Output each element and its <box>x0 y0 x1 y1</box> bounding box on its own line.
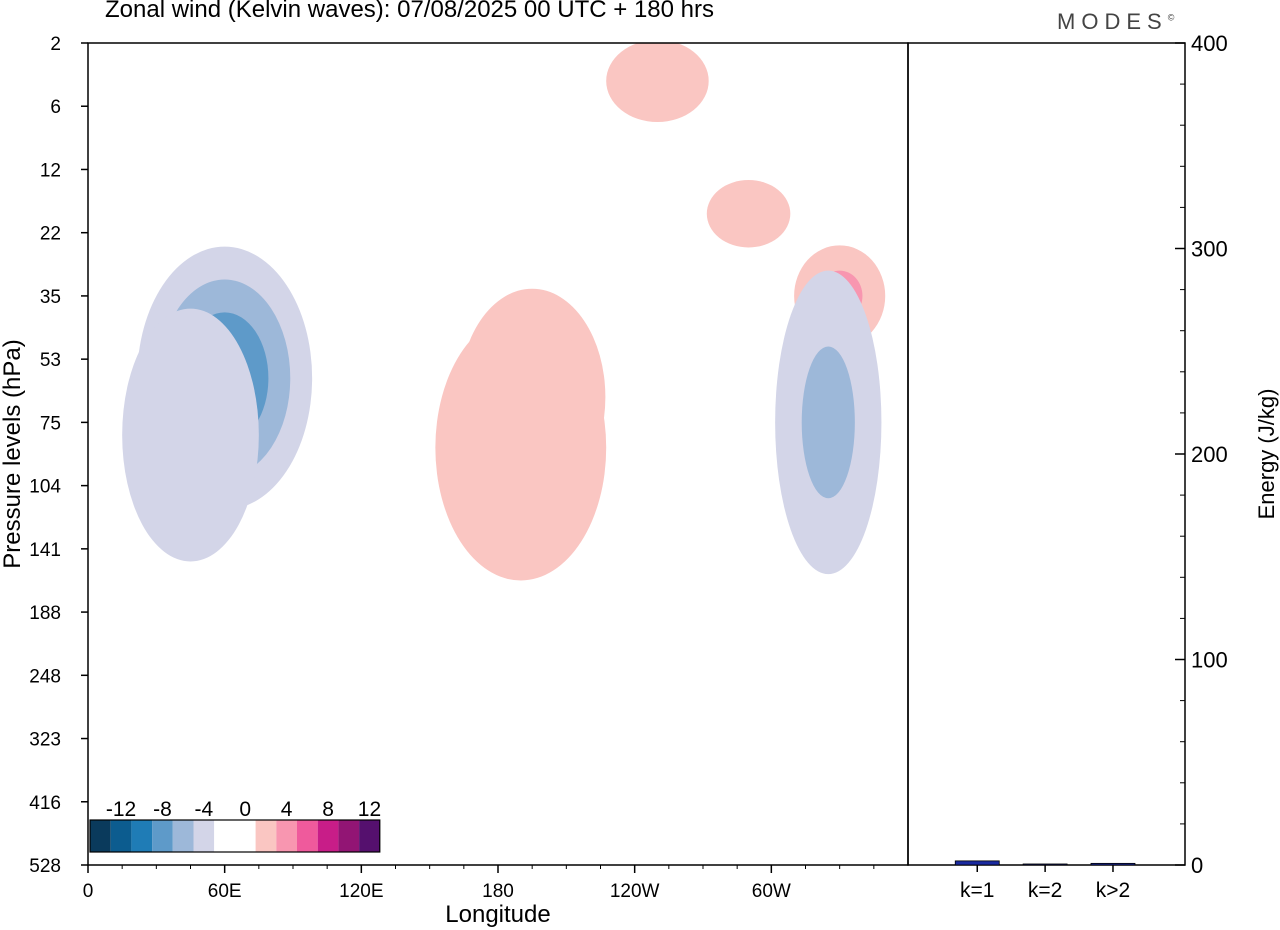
y-tick-label: 53 <box>40 350 61 371</box>
energy-axis-label: Energy (J/kg) <box>1254 389 1279 520</box>
energy-bar-k=1 <box>954 860 1000 866</box>
colorbar-swatch <box>131 820 153 852</box>
x-tick-label: 0 <box>83 881 94 902</box>
y-tick-label: 12 <box>40 160 61 181</box>
colorbar-swatch <box>193 820 215 852</box>
y-tick-label: 104 <box>29 477 61 498</box>
x-axis-label: Longitude <box>445 901 550 928</box>
colorbar: -12 -8 -4 0 4 8 12 <box>89 798 381 853</box>
colorbar-label: -8 <box>153 798 172 821</box>
colorbar-label-bg <box>89 798 381 820</box>
colorbar-swatch <box>359 820 380 852</box>
colorbar-swatch <box>234 820 256 852</box>
contour-6-level-4 <box>801 346 855 499</box>
colorbar-label: 0 <box>239 798 251 821</box>
energy-bars: k=1 k=2 k>2 <box>954 860 1136 902</box>
colorbar-swatch <box>255 820 277 852</box>
colorbar-swatch <box>90 820 111 852</box>
x-tick-label: 120E <box>339 881 383 902</box>
y-axis-label: Pressure levels (hPa) <box>0 339 26 568</box>
colorbar-label: 12 <box>358 798 381 821</box>
chart-title: Zonal wind (Kelvin waves): 07/08/2025 00… <box>105 0 714 23</box>
colorbar-label: 4 <box>281 798 293 821</box>
colorbar-label: -12 <box>106 798 136 821</box>
colorbar-swatch <box>172 820 194 852</box>
colorbar-frame <box>89 819 381 853</box>
logo-mark: © <box>1167 12 1181 23</box>
contour-4-level-2 <box>435 314 607 581</box>
energy-tick-label: 300 <box>1191 237 1228 262</box>
y-tick-label: 248 <box>29 666 61 687</box>
logo-text: MODES <box>1057 9 1168 34</box>
y-tick-label: 22 <box>40 224 61 245</box>
energy-bar-k=2 <box>1022 863 1068 866</box>
contour-2-level-2 <box>122 308 259 562</box>
x-tick-label: 120W <box>610 881 660 902</box>
energy-tick-label: 100 <box>1191 648 1228 673</box>
energy-bar-label: k>2 <box>1096 879 1130 902</box>
colorbar-swatch <box>110 820 132 852</box>
x-tick-label: 60W <box>752 881 791 902</box>
colorbar-label: 8 <box>322 798 334 821</box>
energy-bar-label: k=2 <box>1028 879 1062 902</box>
energy-plot-frame <box>907 42 1186 866</box>
energy-axis: 0 100 200 300 400 <box>1175 31 1228 878</box>
colorbar-swatch <box>317 820 339 852</box>
y-tick-label: 35 <box>40 287 61 308</box>
contour-7-level-2 <box>706 180 791 248</box>
y-tick-label: 6 <box>50 97 61 118</box>
energy-bar-label: k=1 <box>960 879 994 902</box>
y-tick-label: 141 <box>29 540 61 561</box>
contour-layer <box>122 43 886 581</box>
energy-bar-k>2 <box>1090 862 1136 866</box>
y-tick-label: 416 <box>29 793 61 814</box>
colorbar-swatch <box>276 820 297 852</box>
colorbar-swatch <box>338 820 360 852</box>
colorbar-label: -4 <box>195 798 214 821</box>
energy-tick-label: 400 <box>1191 31 1228 56</box>
energy-tick-label: 200 <box>1191 442 1228 467</box>
y-tick-label: 188 <box>29 603 61 624</box>
x-tick-label: 60E <box>208 881 242 902</box>
y-tick-label: 323 <box>29 730 61 751</box>
modes-logo: MODES© <box>1057 9 1180 35</box>
energy-tick-label: 0 <box>1191 853 1203 878</box>
y-tick-label: 2 <box>50 34 61 55</box>
contour-8-level-2 <box>606 43 709 123</box>
colorbar-swatch <box>152 820 173 852</box>
y-tick-label: 528 <box>29 856 61 877</box>
colorbar-swatch <box>297 820 318 852</box>
y-tick-label: 75 <box>40 413 61 434</box>
x-tick-label: 180 <box>482 881 514 902</box>
x-axis: 0 60E 120E 180 120W 60W <box>83 865 875 902</box>
y-axis: 2 6 12 22 35 53 75 104 141 188 248 323 416 528 <box>29 34 88 877</box>
colorbar-swatch <box>214 820 235 852</box>
